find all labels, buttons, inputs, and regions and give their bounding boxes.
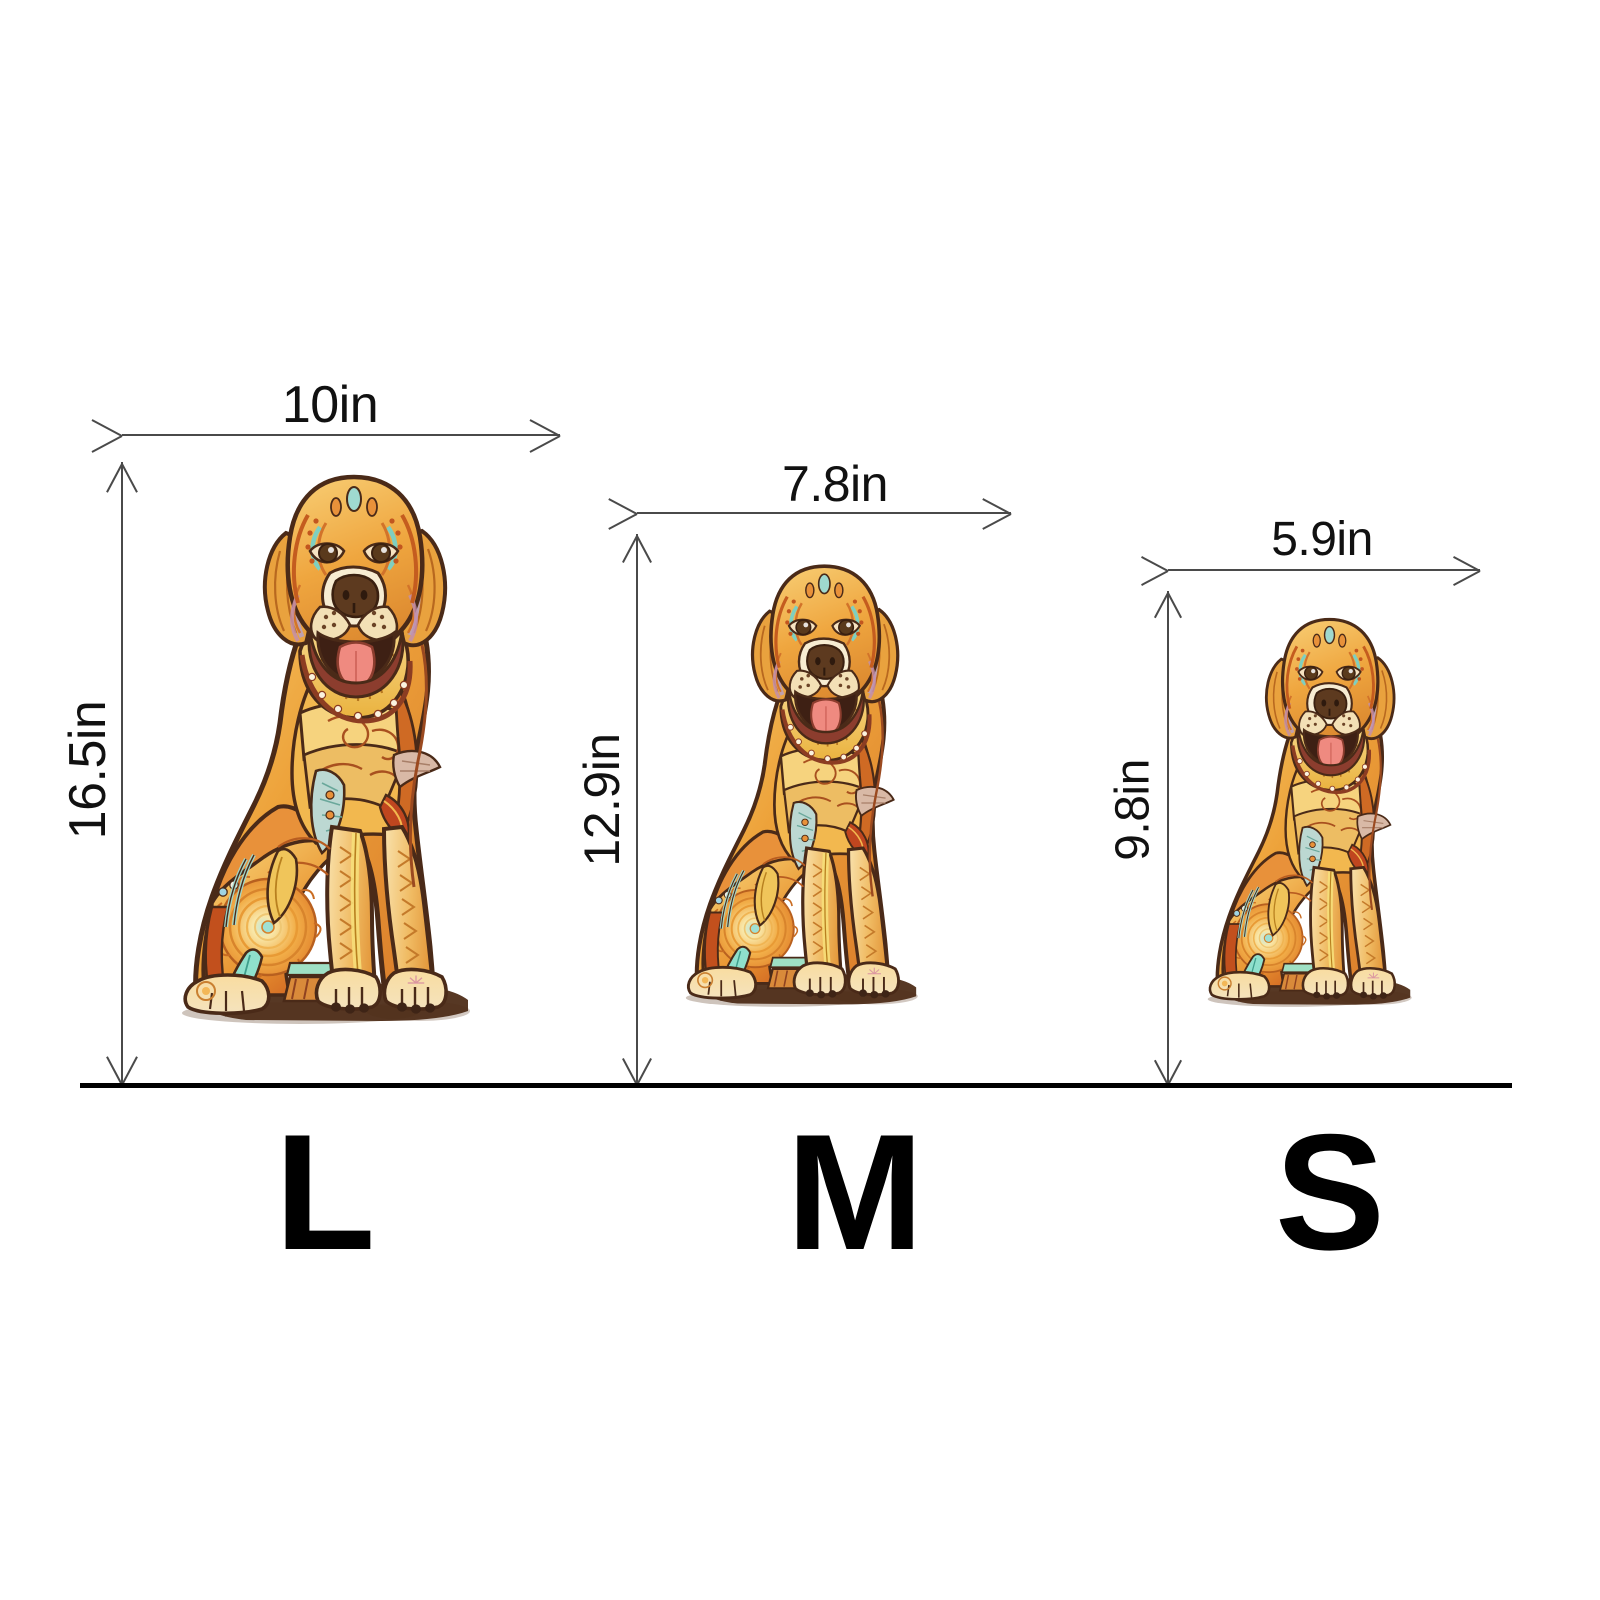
small-height-arrowhead-bottom-right — [1167, 1059, 1183, 1086]
medium-width-arrowhead-right-upper — [982, 513, 1012, 530]
dog-figure-small — [1185, 585, 1440, 1030]
medium-height-arrowhead-bottom-right — [636, 1058, 652, 1086]
small-height-label: 9.8in — [1106, 759, 1160, 861]
size-letter-medium: M — [786, 1100, 924, 1284]
small-width-label: 5.9in — [1271, 513, 1373, 566]
size-letter-small: S — [1274, 1100, 1386, 1284]
medium-height-arrowhead-top-right — [636, 535, 652, 563]
medium-width-label: 7.8in — [782, 456, 888, 512]
medium-width-arrowhead-left-lower — [608, 513, 638, 530]
large-width-label: 10in — [281, 376, 379, 434]
small-width-dimension-line — [1168, 569, 1480, 571]
small-height-dimension-line — [1167, 591, 1169, 1085]
small-width-arrowhead-left-upper — [1141, 556, 1169, 572]
ground-baseline — [80, 1083, 1512, 1088]
large-height-dimension-line — [121, 462, 123, 1085]
large-width-arrowhead-right-upper — [529, 435, 561, 453]
large-width-arrowhead-left-upper — [91, 419, 123, 437]
size-letter-large: L — [274, 1100, 376, 1284]
large-height-label: 16.5in — [59, 700, 117, 840]
small-height-arrowhead-top-right — [1167, 592, 1183, 619]
dog-figure-large — [150, 455, 510, 1030]
dog-figure-medium — [660, 530, 950, 1030]
medium-width-arrowhead-left-upper — [608, 498, 638, 515]
medium-width-dimension-line — [637, 512, 1011, 514]
medium-height-dimension-line — [636, 534, 638, 1085]
large-height-arrowhead-bottom-right — [121, 1056, 138, 1086]
medium-height-label: 12.9in — [574, 733, 630, 867]
small-width-arrowhead-left-lower — [1141, 570, 1169, 586]
large-width-arrowhead-left-lower — [91, 435, 123, 453]
small-width-arrowhead-right-upper — [1453, 570, 1481, 586]
large-width-dimension-line — [122, 434, 560, 436]
large-height-arrowhead-top-right — [121, 463, 138, 493]
